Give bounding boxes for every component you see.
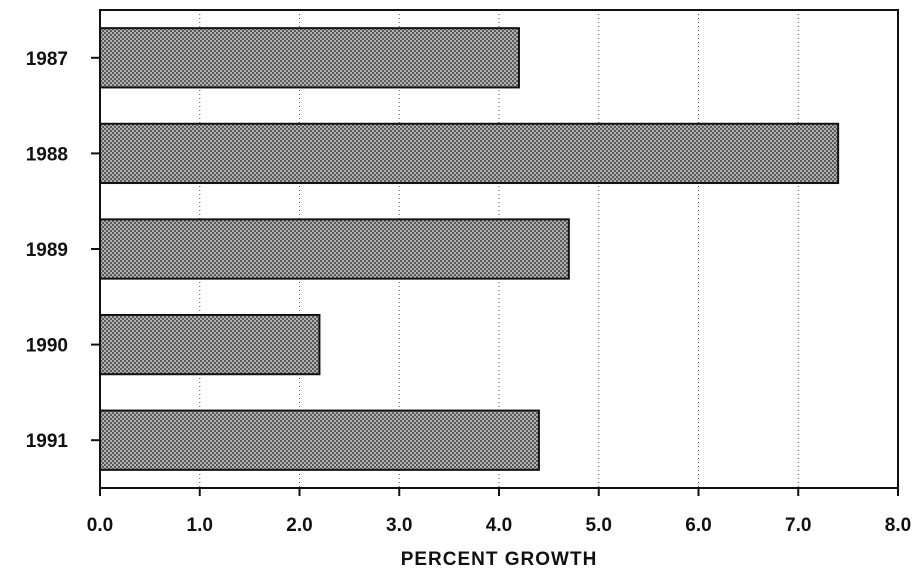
- y-tick-label: 1987: [26, 49, 68, 70]
- y-tick-label: 1991: [26, 431, 69, 452]
- x-axis-ticks: 0.0 1.0 2.0 3.0 4.0 5.0 6.0 7.0 8.0: [87, 488, 911, 536]
- bar: [99, 27, 520, 89]
- bar: [99, 218, 570, 280]
- x-tick-label: 5.0: [586, 515, 612, 536]
- y-tick-label: 1988: [26, 144, 68, 165]
- y-axis-ticks: 1987 1988 1989 1990 1991: [26, 49, 100, 452]
- x-tick-label: 6.0: [685, 515, 711, 536]
- x-tick-label: 3.0: [386, 515, 412, 536]
- x-axis-title: PERCENT GROWTH: [401, 549, 598, 570]
- x-tick-label: 8.0: [885, 515, 911, 536]
- bar: [99, 313, 321, 376]
- bar: [99, 122, 840, 185]
- x-tick-label: 7.0: [785, 515, 811, 536]
- y-tick-label: 1989: [26, 240, 68, 261]
- x-tick-label: 1.0: [187, 515, 213, 536]
- bar: [99, 409, 540, 471]
- x-tick-label: 2.0: [286, 515, 312, 536]
- bars: [99, 27, 840, 471]
- x-tick-label: 0.0: [87, 515, 113, 536]
- y-tick-label: 1990: [26, 336, 68, 357]
- x-tick-label: 4.0: [486, 515, 512, 536]
